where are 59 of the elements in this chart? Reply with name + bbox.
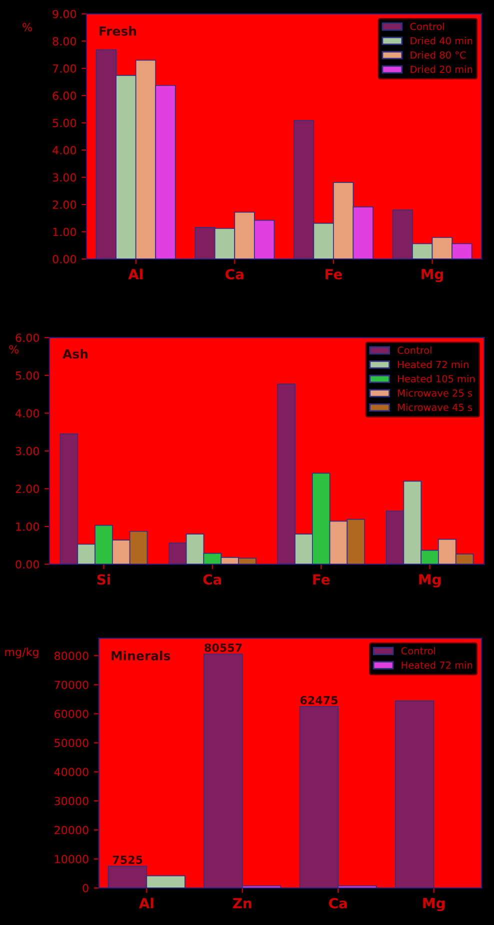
y-tick-label: 4.00 [52, 146, 76, 154]
y-tick-label: 0.00 [52, 254, 76, 264]
data-label: 80557 [204, 644, 242, 652]
y-tick-label: 1.00 [53, 228, 76, 236]
x-tick-label: Al [138, 898, 154, 908]
y-tick-label: 80000 [54, 652, 88, 660]
legend-label: Control [410, 22, 444, 30]
y-tick-label: 6.00 [52, 92, 76, 100]
legend-label: Heated 72 min [402, 661, 472, 669]
y-tick-label: 3.00 [16, 446, 39, 456]
y-axis-title: % [22, 22, 32, 32]
x-tick-label: Ca [226, 268, 244, 280]
data-label: 62475 [300, 696, 338, 704]
legend-label: Dried 20 min [410, 65, 472, 73]
legend-label: Dried 80 °C [410, 51, 466, 59]
bar [395, 700, 434, 888]
y-tick-label: 20000 [54, 826, 88, 834]
y-tick-label: 60000 [54, 710, 88, 718]
legend-label: Control [398, 346, 432, 354]
legend-label: Microwave 45 s [398, 403, 472, 411]
legend-label: Control [401, 647, 436, 655]
y-tick-label: 7.00 [52, 64, 76, 73]
y-axis-title: % [9, 345, 18, 354]
y-tick-label: 2.00 [52, 200, 76, 209]
text: Ash [62, 348, 88, 359]
y-tick-label: 6.00 [16, 334, 39, 342]
y-tick-label: 3.00 [52, 173, 76, 182]
x-tick-label: Si [97, 574, 110, 585]
legend-label: Microwave 25 s [398, 389, 472, 397]
y-tick-label: 2.00 [16, 484, 39, 494]
y-tick-label: 10000 [54, 854, 88, 864]
x-tick-label: Al [128, 268, 142, 280]
legend-label: Heated 105 min [398, 374, 475, 382]
x-tick-label: Ca [328, 898, 347, 908]
y-tick-label: 5.00 [52, 118, 76, 128]
text: Minerals [111, 650, 170, 660]
x-tick-label: Fe [326, 269, 342, 280]
x-tick-label: Mg [423, 898, 445, 912]
y-tick-label: 5.00 [16, 371, 39, 380]
y-tick-label: 40000 [54, 768, 88, 776]
y-tick-label: 1.00 [16, 522, 39, 531]
y-tick-label: 70000 [54, 680, 88, 690]
y-tick-label: 8.00 [52, 37, 76, 46]
y-tick-label: 0 [82, 884, 88, 892]
y-tick-label: 4.00 [15, 409, 39, 418]
legend-label: Dried 40 min [410, 36, 472, 44]
y-tick-label: 9.00 [52, 10, 76, 18]
legend-label: Heated 72 min [398, 360, 468, 368]
x-tick-label: Ca [203, 574, 222, 585]
y-tick-label: 0.00 [16, 560, 39, 569]
data-label: 7525 [112, 856, 142, 864]
text: Fresh [99, 26, 136, 36]
x-tick-label: Mg [419, 574, 440, 588]
x-tick-label: Zn [233, 898, 252, 908]
x-tick-label: Fe [313, 574, 330, 585]
y-tick-label: 50000 [54, 738, 88, 748]
y-tick-label: 30000 [54, 796, 88, 806]
y-axis-title: mg/kg [5, 647, 38, 658]
x-tick-label: Mg [422, 269, 443, 282]
